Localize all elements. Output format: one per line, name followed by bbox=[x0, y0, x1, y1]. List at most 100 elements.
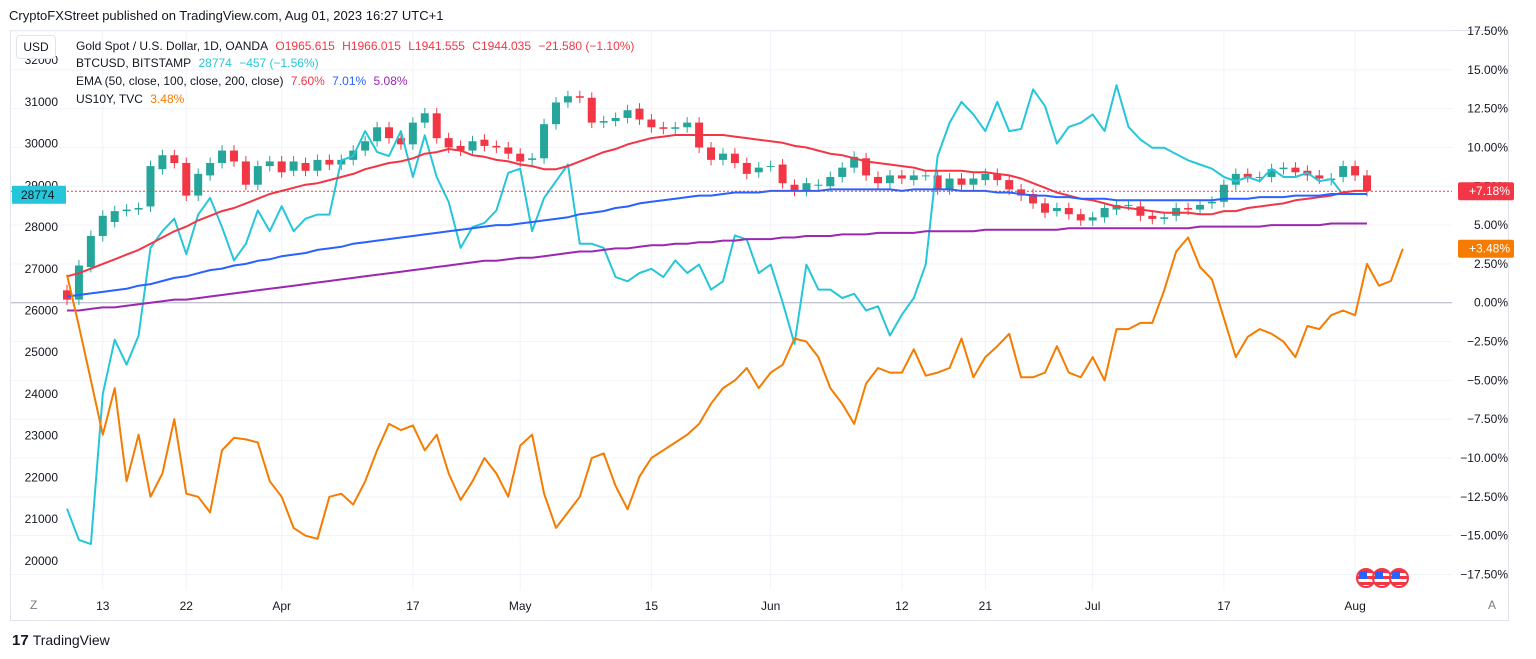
gold-candle bbox=[647, 119, 656, 128]
tradingview-brand: 17 TradingView bbox=[12, 632, 110, 649]
gold-candle bbox=[456, 145, 465, 151]
gold-candle bbox=[325, 159, 334, 165]
gold-candle bbox=[587, 97, 596, 123]
gold-candle bbox=[862, 158, 871, 176]
gold-candle bbox=[921, 175, 930, 177]
price-tags: 28774 +7.18% +3.48% bbox=[11, 182, 1514, 258]
x-tick-label: Jun bbox=[761, 599, 780, 613]
gold-candle bbox=[1124, 204, 1133, 206]
gold-candle bbox=[790, 184, 799, 191]
gold-candle bbox=[1351, 166, 1360, 176]
gold-candle bbox=[229, 150, 238, 162]
gold-candle bbox=[241, 161, 250, 185]
gold-candle bbox=[1291, 167, 1300, 173]
left-tick-label: 30000 bbox=[25, 137, 59, 151]
x-tick-label: Apr bbox=[272, 599, 291, 613]
gold-candle bbox=[766, 166, 775, 168]
gold-candle bbox=[563, 96, 572, 103]
tradingview-logo-icon: 17 bbox=[12, 632, 29, 649]
gold-candle bbox=[361, 141, 370, 151]
legend-btc-change: −457 (−1.56%) bbox=[239, 56, 319, 70]
legend-us10y[interactable]: US10Y, TVC 3.48% bbox=[76, 92, 188, 106]
gold-candle bbox=[206, 162, 215, 176]
x-tick-label: 13 bbox=[96, 599, 110, 613]
gold-candle bbox=[1088, 217, 1097, 221]
gold-candle bbox=[778, 164, 787, 184]
gold-candle bbox=[86, 235, 95, 268]
gold-candle bbox=[623, 110, 632, 118]
gold-candle bbox=[1339, 166, 1348, 177]
gold-candle bbox=[1267, 169, 1276, 177]
legend-ema100-value: 7.01% bbox=[332, 74, 367, 88]
gold-candle bbox=[1136, 206, 1145, 216]
gold-candle bbox=[802, 183, 811, 191]
gold-candle bbox=[730, 153, 739, 163]
gold-candle bbox=[957, 178, 966, 185]
left-tick-label: 31000 bbox=[25, 95, 59, 109]
gold-candle bbox=[444, 138, 453, 148]
btc-line bbox=[66, 84, 1344, 546]
us10y-price-tag-label: +3.48% bbox=[1469, 242, 1510, 256]
gold-candle bbox=[742, 162, 751, 174]
gold-candle bbox=[480, 139, 489, 146]
gold-candle bbox=[981, 173, 990, 181]
gold-candle bbox=[63, 290, 71, 300]
right-tick-label: 2.50% bbox=[1474, 257, 1508, 271]
right-tick-label: −12.50% bbox=[1460, 490, 1508, 504]
gold-candle bbox=[707, 147, 716, 160]
legend-ema-title: EMA (50, close, 100, close, 200, close) bbox=[76, 74, 284, 88]
series-lines bbox=[66, 84, 1404, 546]
gold-candle bbox=[516, 153, 525, 162]
gold-candle bbox=[301, 162, 310, 171]
gold-candle bbox=[933, 175, 942, 190]
gold-candle bbox=[1029, 194, 1038, 204]
legend-gold[interactable]: Gold Spot / U.S. Dollar, 1D, OANDA O1965… bbox=[76, 39, 638, 53]
left-tick-label: 25000 bbox=[25, 345, 59, 359]
legend-ema[interactable]: EMA (50, close, 100, close, 200, close) … bbox=[76, 74, 412, 88]
gold-candle bbox=[1219, 184, 1228, 202]
left-tick-label: 28000 bbox=[25, 220, 59, 234]
gold-candle bbox=[1160, 217, 1169, 219]
gold-candle bbox=[718, 153, 727, 160]
tradingview-name: TradingView bbox=[32, 632, 110, 648]
x-tick-label: 22 bbox=[180, 599, 194, 613]
gold-candle bbox=[313, 159, 322, 171]
legend-btc[interactable]: BTCUSD, BITSTAMP 28774 −457 (−1.56%) bbox=[76, 56, 323, 70]
timezone-corner[interactable]: Z bbox=[30, 598, 38, 612]
gold-candle bbox=[969, 178, 978, 185]
legend-ema200-value: 5.08% bbox=[373, 74, 408, 88]
ema50-line bbox=[66, 134, 1367, 278]
legend-us10y-value: 3.48% bbox=[150, 92, 185, 106]
event-flags[interactable] bbox=[1356, 568, 1409, 593]
gold-candle bbox=[373, 127, 382, 142]
gold-candle bbox=[504, 147, 513, 154]
legend-btc-value: 28774 bbox=[198, 56, 232, 70]
gold-candle bbox=[1005, 180, 1014, 190]
currency-button[interactable]: USD bbox=[16, 35, 56, 59]
right-tick-label: −7.50% bbox=[1467, 412, 1508, 426]
left-tick-label: 20000 bbox=[25, 554, 59, 568]
gold-candle bbox=[1076, 214, 1085, 221]
gold-candle bbox=[885, 175, 894, 184]
gold-candle bbox=[1184, 208, 1193, 210]
gold-candle bbox=[540, 124, 549, 159]
legend-gold-high: H1966.015 bbox=[342, 39, 401, 53]
gold-candle bbox=[1315, 175, 1324, 179]
legend-us10y-title: US10Y, TVC bbox=[76, 92, 143, 106]
x-tick-label: Aug bbox=[1344, 599, 1365, 613]
right-tick-label: −2.50% bbox=[1467, 335, 1508, 349]
gold-candle bbox=[396, 138, 405, 145]
legend-gold-close: C1944.035 bbox=[472, 39, 532, 53]
gold-candle bbox=[158, 155, 167, 170]
us-flag-icon[interactable] bbox=[1388, 568, 1409, 588]
gold-candle bbox=[408, 122, 417, 145]
gold-candle bbox=[265, 161, 274, 167]
auto-scale-corner[interactable]: A bbox=[1488, 598, 1497, 612]
gold-candle bbox=[1207, 201, 1216, 204]
gold-candle bbox=[599, 121, 608, 123]
left-tick-label: 26000 bbox=[25, 304, 59, 318]
ema200-line bbox=[67, 222, 1367, 312]
gold-candle bbox=[1255, 176, 1264, 178]
gold-candle bbox=[194, 173, 203, 196]
